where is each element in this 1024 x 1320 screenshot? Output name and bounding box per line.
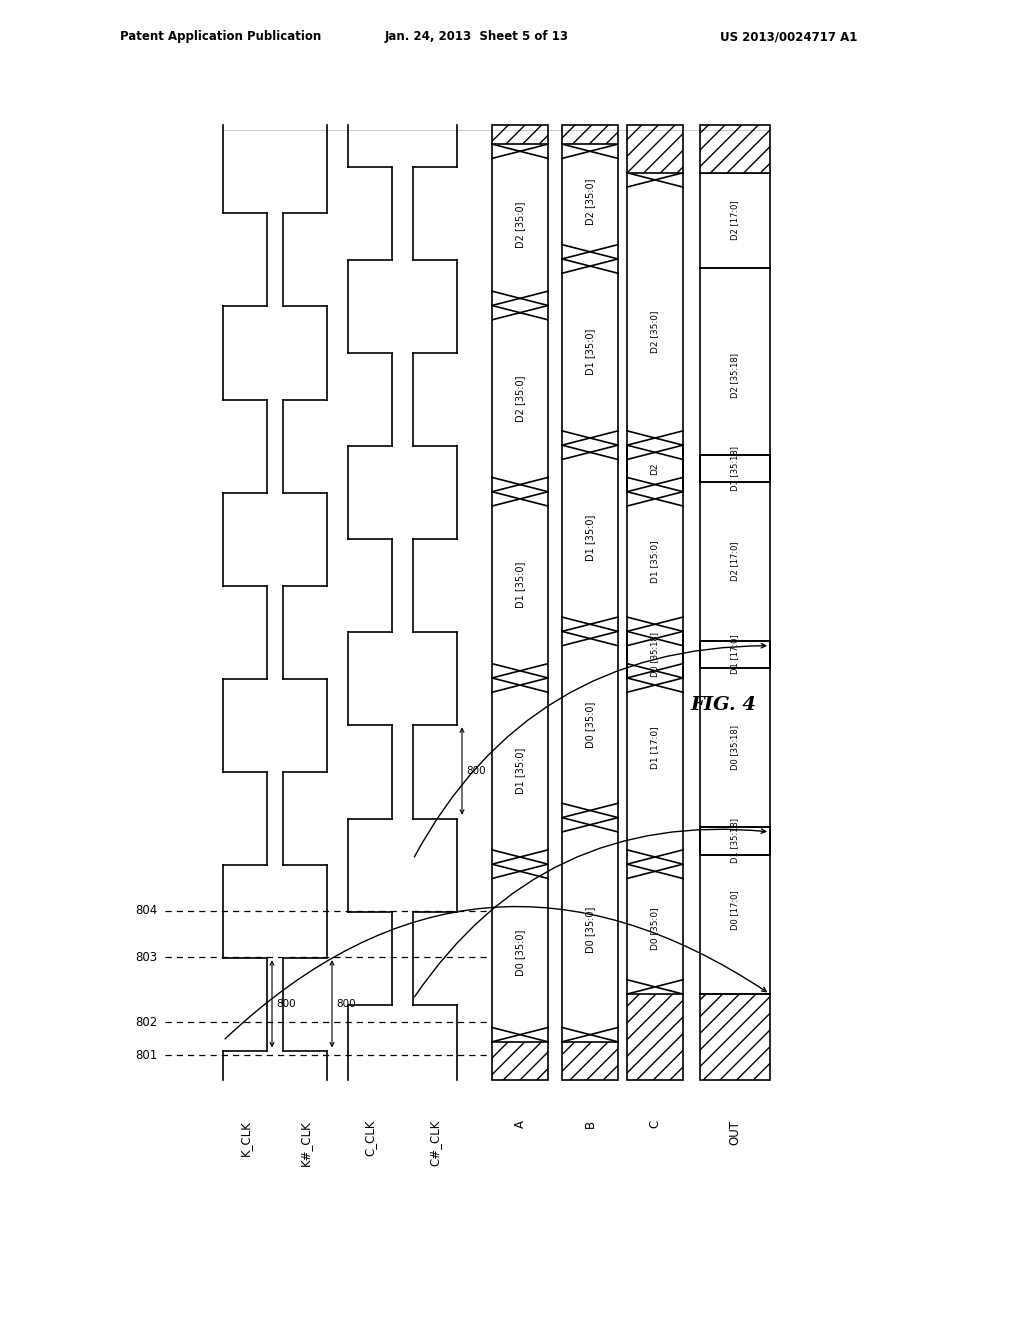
Text: K_CLK: K_CLK — [239, 1119, 252, 1156]
Text: D1 [17:0]: D1 [17:0] — [730, 635, 739, 675]
Text: D1 [17:0]: D1 [17:0] — [650, 726, 659, 770]
Text: 801: 801 — [135, 1048, 157, 1061]
Text: D2 [35:0]: D2 [35:0] — [650, 312, 659, 354]
Text: D0 [35:0]: D0 [35:0] — [515, 929, 525, 977]
Text: D0 [35:0]: D0 [35:0] — [585, 907, 595, 953]
Text: D2 [17:0]: D2 [17:0] — [730, 541, 739, 581]
Text: A: A — [513, 1119, 526, 1129]
Text: C: C — [648, 1119, 662, 1129]
Text: D2: D2 — [650, 462, 659, 475]
Text: US 2013/0024717 A1: US 2013/0024717 A1 — [720, 30, 857, 44]
Text: D1 [35:18]: D1 [35:18] — [730, 818, 739, 863]
Text: 800: 800 — [336, 999, 355, 1008]
Text: 800: 800 — [466, 766, 485, 776]
Text: 800: 800 — [276, 999, 296, 1008]
Text: D0 [35:0]: D0 [35:0] — [585, 701, 595, 747]
Bar — [562, 1041, 618, 1080]
Text: D2 [35:18]: D2 [35:18] — [730, 352, 739, 397]
Text: Patent Application Publication: Patent Application Publication — [120, 30, 322, 44]
Bar — [627, 125, 683, 173]
Text: FIG. 4: FIG. 4 — [690, 696, 756, 714]
Text: D2 [35:0]: D2 [35:0] — [585, 178, 595, 224]
Text: Jan. 24, 2013  Sheet 5 of 13: Jan. 24, 2013 Sheet 5 of 13 — [385, 30, 569, 44]
Text: 803: 803 — [135, 950, 157, 964]
Text: C#_CLK: C#_CLK — [428, 1119, 441, 1167]
Bar — [627, 994, 683, 1080]
Bar — [700, 994, 770, 1080]
Text: 804: 804 — [135, 904, 157, 917]
Bar — [492, 125, 548, 144]
Text: D0 [35:18]: D0 [35:18] — [730, 725, 739, 771]
Text: D1 [35:0]: D1 [35:0] — [515, 561, 525, 609]
Text: D2 [35:0]: D2 [35:0] — [515, 375, 525, 422]
Bar — [562, 125, 618, 144]
Text: D0 [17:0]: D0 [17:0] — [730, 891, 739, 931]
Text: D2 [17:0]: D2 [17:0] — [730, 201, 739, 240]
Bar — [700, 125, 770, 173]
Text: D2 [35:0]: D2 [35:0] — [515, 202, 525, 248]
Text: B: B — [584, 1119, 597, 1129]
Text: 802: 802 — [135, 1016, 157, 1030]
Text: D1 [35:0]: D1 [35:0] — [585, 515, 595, 561]
Text: K#_CLK: K#_CLK — [299, 1119, 311, 1166]
Text: D1 [35:0]: D1 [35:0] — [650, 540, 659, 583]
Bar — [492, 1041, 548, 1080]
Text: C_CLK: C_CLK — [364, 1119, 377, 1156]
Text: D0 [35:0]: D0 [35:0] — [650, 908, 659, 950]
Text: OUT: OUT — [728, 1119, 741, 1144]
Text: D1 [35:18]: D1 [35:18] — [730, 446, 739, 491]
Text: D0 [35:18]: D0 [35:18] — [650, 632, 659, 677]
Text: D1 [35:0]: D1 [35:0] — [585, 329, 595, 375]
Text: D1 [35:0]: D1 [35:0] — [515, 748, 525, 795]
